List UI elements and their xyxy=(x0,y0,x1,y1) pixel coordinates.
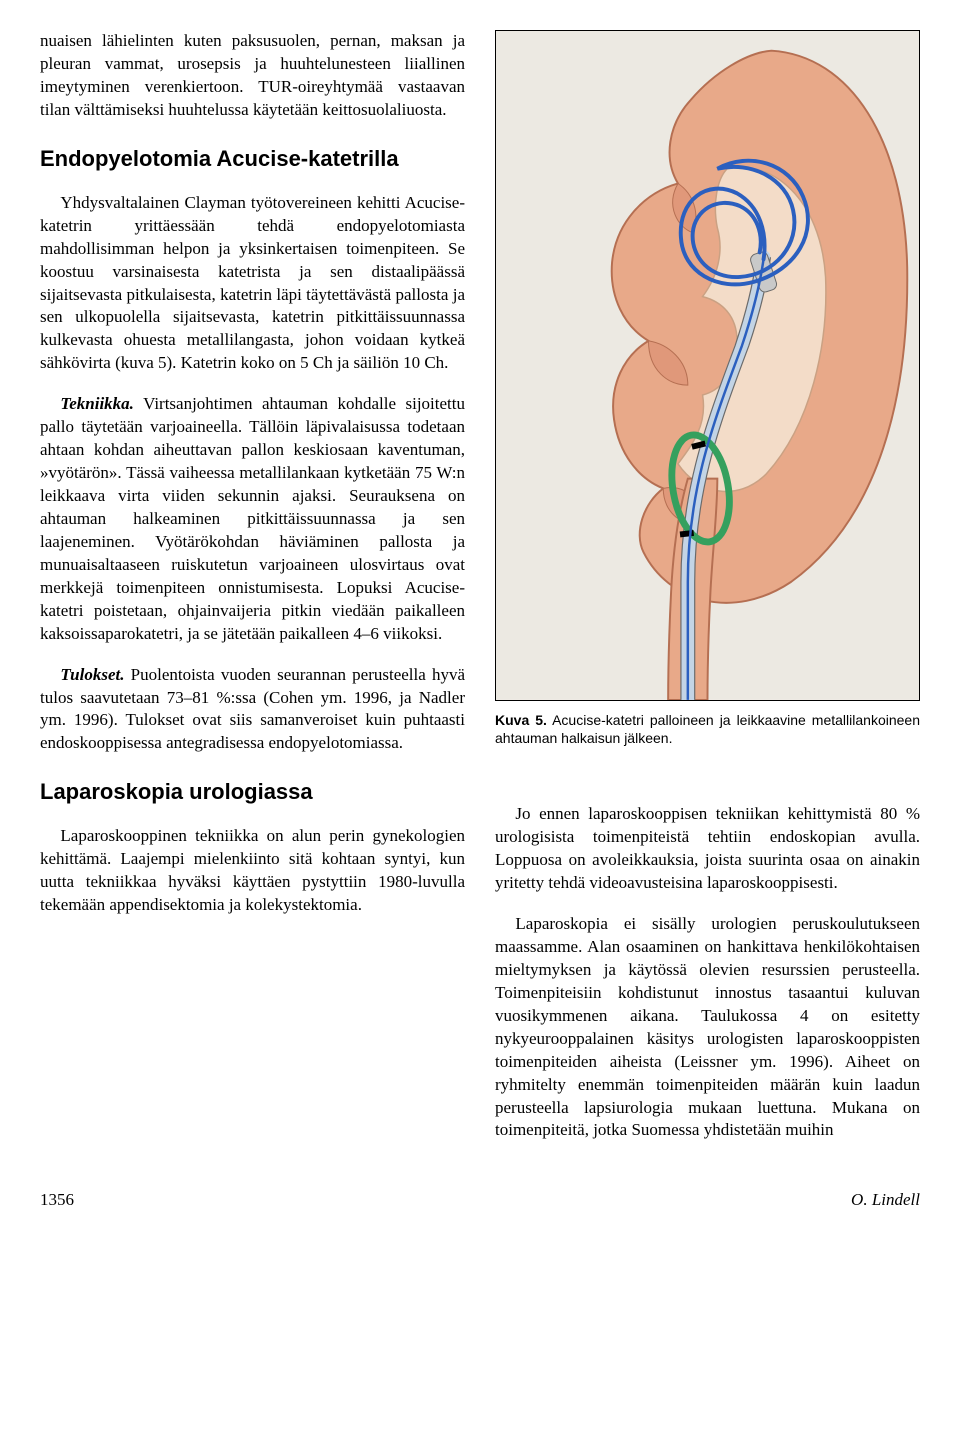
para-right-2: Laparoskopia ei sisälly urologien perusk… xyxy=(495,913,920,1142)
intro-paragraph: nuaisen lähielinten kuten paksusuolen, p… xyxy=(40,30,465,122)
caption-body: Acucise-katetri palloineen ja leikkaavin… xyxy=(495,712,920,746)
figure-5: Kuva 5. Acucise-katetri palloineen ja le… xyxy=(495,30,920,747)
run-tulokset-lead: Tulokset. xyxy=(60,665,124,684)
para-clayman: Yhdysvaltalainen Clayman työtovereineen … xyxy=(40,192,465,376)
page-footer: 1356 O. Lindell xyxy=(40,1190,920,1210)
run-tekniikka-lead: Tekniikka. xyxy=(60,394,134,413)
right-column: Kuva 5. Acucise-katetri palloineen ja le… xyxy=(495,30,920,1160)
para-tekniikka: Tekniikka. Virtsanjohtimen ahtauman kohd… xyxy=(40,393,465,645)
para-right-1: Jo ennen laparoskooppisen tekniikan kehi… xyxy=(495,803,920,895)
caption-lead: Kuva 5. xyxy=(495,712,547,728)
left-column: nuaisen lähielinten kuten paksusuolen, p… xyxy=(40,30,465,1160)
kidney-diagram-icon xyxy=(495,30,920,701)
heading-endopyelotomia: Endopyelotomia Acucise-katetrilla xyxy=(40,146,465,172)
para-tulokset: Tulokset. Puolentoista vuoden seurannan … xyxy=(40,664,465,756)
run-tekniikka-body: Virtsanjohtimen ahtauman kohdalle sijoit… xyxy=(40,394,465,642)
figure-5-caption: Kuva 5. Acucise-katetri palloineen ja le… xyxy=(495,711,920,747)
author-name: O. Lindell xyxy=(851,1190,920,1210)
para-laparoskopia-intro: Laparoskooppinen tekniikka on alun perin… xyxy=(40,825,465,917)
page-number: 1356 xyxy=(40,1190,74,1210)
spacer xyxy=(495,763,920,803)
heading-laparoskopia: Laparoskopia urologiassa xyxy=(40,779,465,805)
